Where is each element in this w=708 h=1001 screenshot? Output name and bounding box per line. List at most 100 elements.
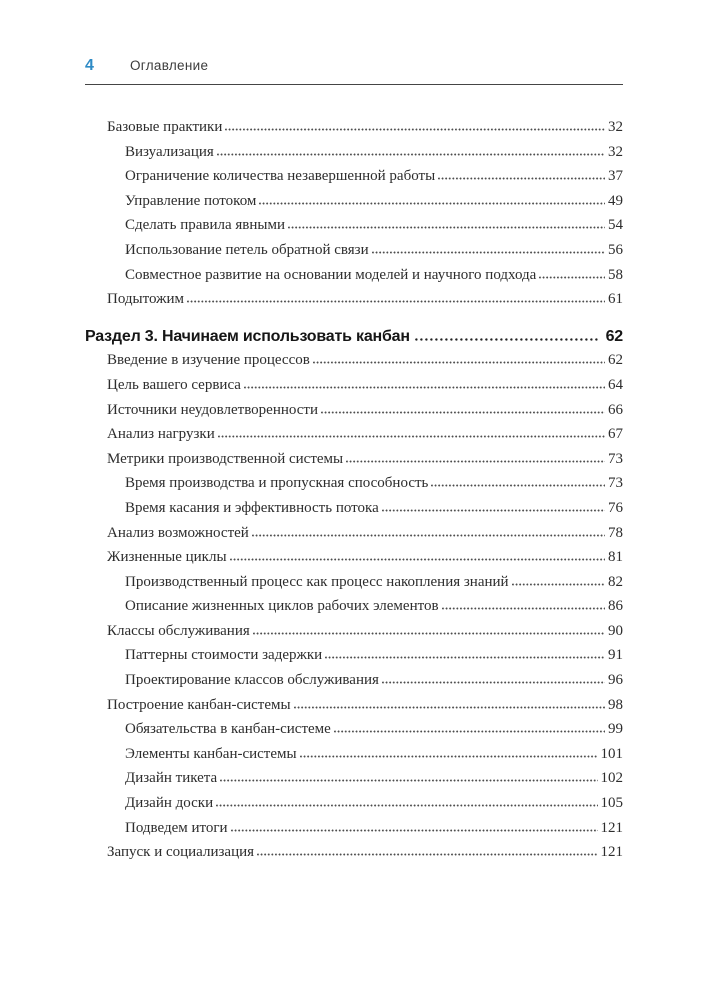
toc-entry-label: Метрики производственной системы: [107, 450, 344, 467]
toc-entry: Сделать правила явными 54: [85, 217, 623, 242]
dot-leader: [252, 631, 605, 635]
toc-entry-page: 90: [608, 622, 623, 639]
toc-entry: Проектирование классов обслуживания 96: [85, 672, 623, 697]
toc-entry: Обязательства в канбан-системе 99: [85, 721, 623, 746]
toc-entry: Метрики производственной системы 73: [85, 451, 623, 476]
toc-entry-page: 91: [608, 647, 623, 664]
toc-entry: Построение канбан-системы 98: [85, 697, 623, 722]
toc-entry: Анализ возможностей 78: [85, 525, 623, 550]
toc-entry-page: 73: [608, 450, 623, 467]
toc-entry-label: Проектирование классов обслуживания: [125, 672, 379, 689]
toc-entry: Описание жизненных циклов рабочих элемен…: [85, 598, 623, 623]
dot-leader: [229, 558, 605, 562]
toc-entry-page: 54: [608, 217, 623, 234]
toc-entry-label: Жизненные циклы: [107, 549, 227, 566]
dot-leader: [216, 804, 598, 808]
toc-entry-page: 82: [608, 573, 623, 590]
toc-section-entry: Раздел 3. Начинаем использовать канбан 6…: [85, 328, 623, 353]
toc-entry: Паттерны стоимости задержки 91: [85, 647, 623, 672]
dot-leader: [186, 300, 605, 304]
dot-leader: [431, 484, 605, 488]
toc-entry-page: 101: [600, 745, 624, 762]
page-header: 4 Оглавление: [85, 57, 623, 85]
dot-leader: [288, 226, 605, 230]
toc-entry-page: 32: [608, 119, 623, 135]
toc-entry: Классы обслуживания 90: [85, 623, 623, 648]
dot-leader: [511, 582, 605, 586]
toc-entry-page: 96: [608, 672, 623, 689]
toc-entry-page: 121: [600, 819, 624, 836]
toc-entry-label: Источники неудовлетворенности: [107, 401, 319, 418]
dot-leader: [293, 705, 605, 709]
dot-leader: [299, 754, 598, 758]
toc-entry-page: 105: [600, 795, 624, 812]
toc-list: Базовые практики 32 Визуализация 32 Огра…: [85, 119, 623, 869]
toc-entry-label: Использование петель обратной связи: [125, 241, 369, 258]
toc-entry: Дизайн тикета 102: [85, 770, 623, 795]
dot-leader: [325, 656, 605, 660]
toc-entry: Использование петель обратной связи 56: [85, 242, 623, 267]
toc-entry: Ограничение количества незавершенной раб…: [85, 168, 623, 193]
toc-entry-page: 121: [600, 844, 624, 861]
toc-entry: Управление потоком 49: [85, 193, 623, 218]
toc-entry-page: 81: [608, 549, 623, 566]
toc-entry-page: 78: [608, 524, 623, 541]
toc-entry-label: Дизайн доски: [125, 795, 214, 812]
toc-entry-label: Паттерны стоимости задержки: [125, 647, 323, 664]
toc-entry: Подведем итоги 121: [85, 820, 623, 845]
dot-leader: [441, 607, 605, 611]
toc-entry-label: Цель вашего сервиса: [107, 376, 241, 393]
toc-entry-label: Базовые практики: [107, 119, 223, 135]
toc-entry-label: Ограничение количества незавершенной раб…: [125, 168, 436, 185]
toc-entry-page: 58: [608, 266, 623, 283]
dot-leader: [371, 250, 605, 254]
toc-entry: Базовые практики 32: [85, 119, 623, 144]
toc-entry: Запуск и социализация 121: [85, 844, 623, 869]
dot-leader: [225, 128, 605, 131]
toc-entry-page: 64: [608, 376, 623, 393]
toc-entry: Элементы канбан-системы 101: [85, 746, 623, 771]
toc-entry-page: 56: [608, 241, 623, 258]
toc-entry-page: 67: [608, 426, 623, 443]
toc-entry-page: 102: [600, 770, 624, 787]
toc-entry: Визуализация 32: [85, 144, 623, 169]
dot-leader: [243, 385, 605, 389]
toc-entry-label: Управление потоком: [125, 192, 257, 209]
toc-entry-label: Построение канбан-системы: [107, 696, 291, 713]
toc-entry: Производственный процесс как процесс нак…: [85, 574, 623, 599]
toc-entry: Источники неудовлетворенности 66: [85, 402, 623, 427]
page-title: Оглавление: [130, 58, 209, 73]
dot-leader: [539, 275, 605, 279]
dot-leader: [217, 435, 605, 439]
toc-entry-page: 32: [608, 143, 623, 160]
toc-entry-label: Обязательства в канбан-системе: [125, 721, 331, 738]
dot-leader: [312, 361, 605, 365]
toc-entry: Подытожим 61: [85, 291, 623, 316]
toc-entry-page: 86: [608, 598, 623, 615]
toc-entry-label: Подытожим: [107, 291, 184, 308]
toc-entry: Время касания и эффективность потока 76: [85, 500, 623, 525]
dot-leader: [230, 828, 598, 832]
dot-leader: [381, 681, 605, 685]
toc-entry-label: Производственный процесс как процесс нак…: [125, 573, 509, 590]
toc-entry-label: Элементы канбан-системы: [125, 745, 297, 762]
toc-entry-label: Анализ нагрузки: [107, 426, 215, 443]
dot-leader: [321, 410, 605, 414]
toc-entry-label: Анализ возможностей: [107, 524, 249, 541]
toc-entry-label: Описание жизненных циклов рабочих элемен…: [125, 598, 439, 615]
page-number: 4: [85, 57, 94, 74]
toc-entry: Время производства и пропускная способно…: [85, 475, 623, 500]
toc-entry-label: Дизайн тикета: [125, 770, 218, 787]
dot-leader: [257, 853, 598, 857]
dot-leader: [259, 201, 605, 205]
toc-entry: Анализ нагрузки 67: [85, 426, 623, 451]
toc-entry-label: Совместное развитие на основании моделей…: [125, 266, 537, 283]
toc-entry-page: 49: [608, 192, 623, 209]
toc-entry-page: 61: [608, 291, 623, 308]
toc-entry-page: 62: [605, 327, 624, 345]
toc-entry: Введение в изучение процессов 62: [85, 352, 623, 377]
dot-leader: [346, 459, 605, 463]
toc-entry-label: Сделать правила явными: [125, 217, 285, 234]
toc-entry-page: 76: [608, 499, 623, 516]
toc-entry-label: Раздел 3. Начинаем использовать канбан: [85, 327, 410, 345]
